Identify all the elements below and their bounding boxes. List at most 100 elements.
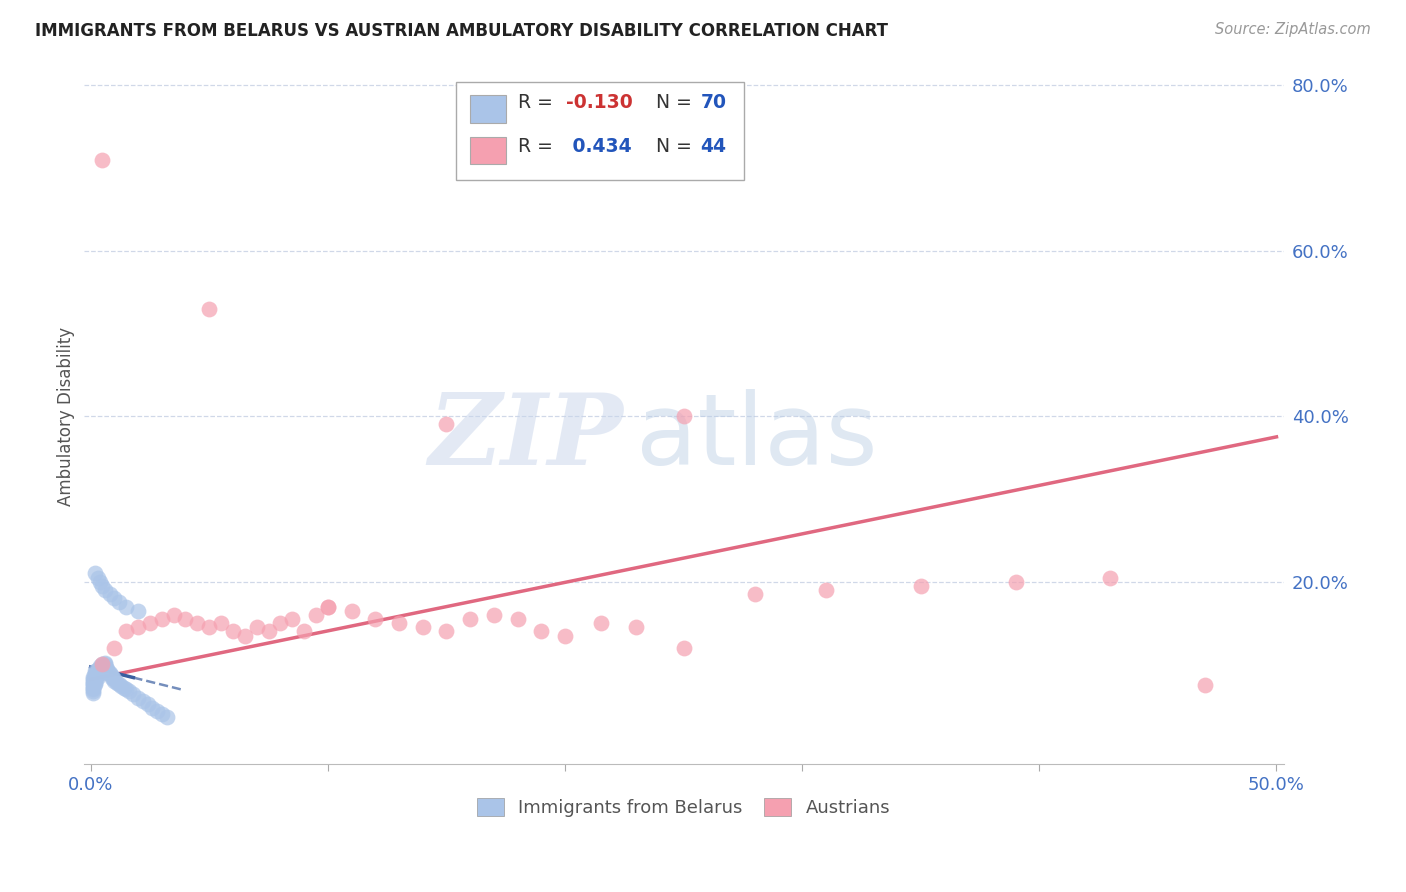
Text: R =: R = (517, 137, 558, 156)
Point (89, 665, 111, 680)
Point (96, 665, 118, 679)
Point (94, 582, 117, 597)
Point (91, 663, 114, 677)
Point (246, 620, 269, 634)
Point (82, 681, 104, 695)
Point (87, 666, 110, 681)
Point (412, 620, 434, 634)
Point (84, 665, 107, 680)
Point (108, 595, 131, 609)
Point (87, 662, 110, 676)
Point (1194, 678, 1216, 692)
Point (94, 656, 117, 670)
Point (388, 616, 411, 631)
Point (101, 669, 124, 683)
Point (141, 700, 163, 714)
FancyBboxPatch shape (456, 82, 744, 180)
Text: N =: N = (644, 137, 697, 156)
Point (233, 628, 256, 642)
Point (530, 624, 553, 639)
Point (89, 663, 111, 677)
Point (103, 674, 125, 689)
Point (150, 707, 173, 722)
Point (84, 673, 107, 687)
Point (96, 662, 118, 676)
Text: IMMIGRANTS FROM BELARUS VS AUSTRIAN AMBULATORY DISABILITY CORRELATION CHART: IMMIGRANTS FROM BELARUS VS AUSTRIAN AMBU… (35, 22, 889, 40)
Point (162, 607, 184, 622)
Point (82, 684, 104, 698)
Point (82, 682, 104, 697)
Text: 0.434: 0.434 (567, 137, 631, 156)
Point (198, 301, 221, 316)
Point (554, 628, 576, 642)
Point (209, 616, 232, 631)
Point (84, 675, 107, 690)
Point (672, 409, 695, 424)
Point (84, 664, 107, 678)
Point (84, 667, 107, 681)
Point (506, 612, 529, 626)
Point (91, 657, 114, 672)
Point (624, 620, 647, 634)
Point (89, 659, 111, 673)
Point (87, 571, 110, 585)
Point (150, 612, 173, 626)
Point (910, 579, 932, 593)
Point (89, 574, 111, 589)
Point (589, 616, 612, 631)
Point (82, 674, 104, 689)
Point (117, 684, 139, 698)
Point (127, 604, 149, 618)
Point (434, 624, 457, 639)
Point (1004, 574, 1026, 589)
Point (98, 665, 121, 680)
Point (115, 624, 138, 639)
Point (281, 612, 304, 626)
Point (316, 599, 339, 614)
Point (91, 661, 114, 675)
Point (672, 640, 695, 655)
Text: 44: 44 (700, 137, 727, 156)
Point (82, 679, 104, 693)
Point (87, 670, 110, 684)
Point (257, 624, 280, 639)
Point (136, 697, 159, 711)
Point (108, 677, 131, 691)
Point (744, 587, 766, 601)
Point (87, 663, 110, 677)
Point (174, 612, 197, 626)
Text: atlas: atlas (636, 389, 877, 485)
Point (91, 657, 114, 672)
FancyBboxPatch shape (470, 136, 506, 164)
Point (112, 681, 135, 695)
Point (110, 679, 132, 693)
Text: R =: R = (517, 94, 558, 112)
Point (127, 690, 149, 705)
Point (115, 682, 138, 697)
Y-axis label: Ambulatory Disability: Ambulatory Disability (58, 326, 75, 506)
Point (103, 640, 125, 655)
Point (340, 604, 363, 618)
Point (127, 620, 149, 634)
FancyBboxPatch shape (470, 95, 506, 123)
Point (89, 664, 111, 678)
Point (1099, 571, 1122, 585)
Point (94, 657, 117, 672)
Point (84, 674, 107, 689)
Point (434, 417, 457, 432)
Point (222, 624, 245, 639)
Point (94, 659, 117, 673)
Point (316, 599, 339, 614)
Point (82, 686, 104, 700)
Point (814, 582, 837, 597)
Point (132, 694, 155, 708)
Point (91, 153, 114, 167)
Point (198, 620, 221, 634)
Point (139, 616, 162, 631)
Point (82, 675, 104, 690)
Point (87, 668, 110, 682)
Point (101, 671, 124, 685)
Point (82, 670, 104, 684)
Point (115, 599, 138, 614)
Point (122, 687, 145, 701)
